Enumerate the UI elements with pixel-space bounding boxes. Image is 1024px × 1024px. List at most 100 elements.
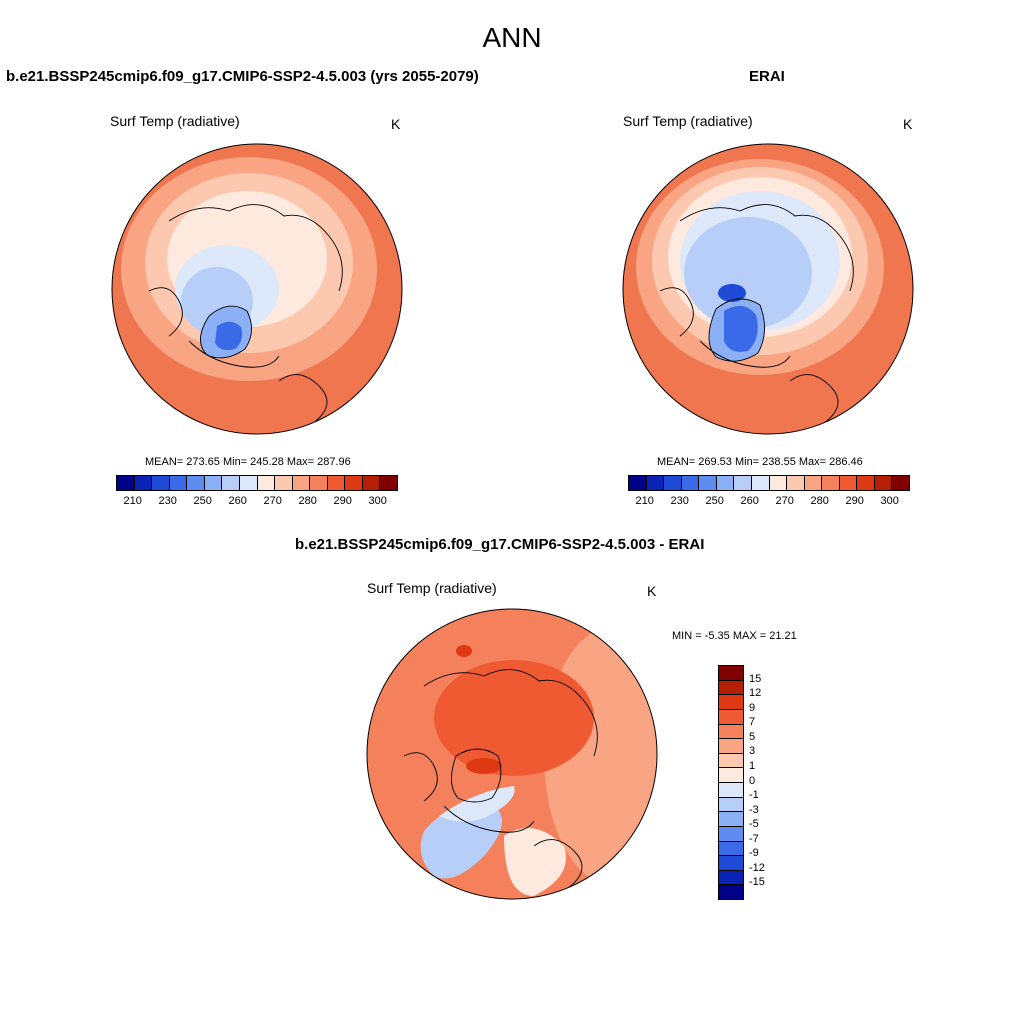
figure-title: ANN — [482, 22, 542, 53]
diff-colorbar-swatch — [719, 666, 743, 681]
diff-colorbar-tick-label: 1 — [749, 759, 756, 772]
diff-colorbar-swatch — [719, 885, 743, 899]
diff-neutral-region — [504, 828, 566, 896]
diff-colorbar-swatch — [719, 812, 743, 827]
model-colorbar-swatch — [134, 476, 153, 490]
diff-cool-region — [420, 803, 502, 879]
diff-colorbar-swatch — [719, 783, 743, 798]
obs-colorbar-tick-label: 270 — [775, 495, 794, 507]
obs-colorbar-tick-label: 280 — [810, 495, 829, 507]
diff-panel-title: b.e21.BSSP245cmip6.f09_g17.CMIP6-SSP2-4.… — [295, 536, 705, 553]
model-colorbar-swatch — [310, 476, 328, 490]
obs-colorbar-swatch — [716, 476, 735, 490]
diff-colorbar-swatch — [719, 680, 743, 696]
model-colorbar-swatch — [345, 476, 363, 490]
obs-colorbar-swatch — [681, 476, 700, 490]
obs-colorbar-swatch — [787, 476, 805, 490]
obs-colorbar-swatch — [646, 476, 665, 490]
model-colorbar-swatch — [292, 476, 311, 490]
diff-colorbar-tick-label: 5 — [749, 730, 756, 743]
obs-colorbar-swatch — [734, 476, 752, 490]
obs-band-cool — [684, 217, 812, 329]
model-colorbar-tick-label: 250 — [193, 495, 212, 507]
obs-colorbar-tick-label: 300 — [880, 495, 899, 507]
obs-variable-label: Surf Temp (radiative) — [623, 113, 753, 129]
model-colorbar-swatch — [380, 476, 397, 490]
diff-colorbar-swatch — [719, 841, 743, 857]
obs-colorbar-swatch — [769, 476, 788, 490]
diff-cool-tongue — [439, 786, 515, 822]
obs-greenland-core — [724, 305, 758, 352]
model-colorbar-tick-label: 230 — [158, 495, 177, 507]
model-panel-title: b.e21.BSSP245cmip6.f09_g17.CMIP6-SSP2-4.… — [6, 68, 479, 85]
obs-units-label: K — [903, 116, 913, 132]
diff-colorbar — [718, 665, 744, 900]
diff-colorbar-swatch — [719, 709, 743, 725]
diff-variable-label: Surf Temp (radiative) — [367, 580, 497, 596]
diff-colorbar-tick-label: -1 — [749, 789, 759, 802]
obs-colorbar-tick-label: 230 — [670, 495, 689, 507]
model-colorbar-tick-label: 270 — [263, 495, 282, 507]
obs-colorbar-swatch — [629, 476, 647, 490]
model-map-outline — [111, 143, 403, 435]
model-colorbar-tick-label: 280 — [298, 495, 317, 507]
diff-colorbar-tick-label: -5 — [749, 818, 759, 831]
model-colorbar-tick-label: 300 — [368, 495, 387, 507]
diff-colorbar-swatch — [719, 768, 743, 783]
model-variable-label: Surf Temp (radiative) — [110, 113, 240, 129]
diff-colorbar-swatch — [719, 856, 743, 871]
diff-colorbar-tick-label: 7 — [749, 716, 756, 729]
model-colorbar-swatch — [257, 476, 276, 490]
model-colorbar-swatch — [275, 476, 293, 490]
model-colorbar — [116, 475, 398, 491]
obs-stats: MEAN= 269.53 Min= 238.55 Max= 286.46 — [657, 456, 863, 468]
diff-colorbar-tick-label: 12 — [749, 687, 762, 700]
model-colorbar-swatch — [117, 476, 135, 490]
model-greenland-core — [215, 321, 243, 351]
obs-colorbar — [628, 475, 910, 491]
obs-colorbar-tick-label: 250 — [705, 495, 724, 507]
obs-colorbar-swatch — [892, 476, 909, 490]
diff-colorbar-tick-label: 9 — [749, 701, 756, 714]
diff-colorbar-swatch — [719, 826, 743, 842]
obs-colorbar-swatch — [804, 476, 823, 490]
diff-colorbar-tick-label: -12 — [749, 861, 765, 874]
obs-colorbar-swatch — [822, 476, 840, 490]
model-colorbar-tick-label: 290 — [333, 495, 352, 507]
diff-colorbar-tick-label: 0 — [749, 774, 756, 787]
model-polar-map — [111, 143, 403, 435]
obs-colorbar-swatch — [857, 476, 875, 490]
obs-colorbar-swatch — [839, 476, 858, 490]
obs-ice-cap-peak — [718, 284, 746, 302]
diff-colorbar-swatch — [719, 870, 743, 886]
diff-hotspot-2 — [456, 645, 472, 657]
model-colorbar-tick-label: 260 — [228, 495, 247, 507]
obs-colorbar-tick-label: 210 — [635, 495, 654, 507]
obs-colorbar-tick-label: 260 — [740, 495, 759, 507]
model-colorbar-swatch — [362, 476, 381, 490]
obs-panel-title: ERAI — [749, 68, 785, 85]
model-colorbar-swatch — [152, 476, 170, 490]
model-units-label: K — [391, 116, 401, 132]
obs-colorbar-swatch — [699, 476, 717, 490]
diff-colorbar-tick-label: 15 — [749, 672, 762, 685]
model-colorbar-swatch — [169, 476, 188, 490]
obs-colorbar-swatch — [874, 476, 893, 490]
diff-colorbar-swatch — [719, 695, 743, 710]
diff-colorbar-swatch — [719, 753, 743, 769]
diff-units-label: K — [647, 583, 657, 599]
model-coastlines — [148, 204, 343, 427]
diff-colorbar-swatch — [719, 797, 743, 813]
diff-polar-map — [366, 608, 658, 900]
diff-colorbar-tick-label: -3 — [749, 803, 759, 816]
diff-arctic-warming — [434, 660, 594, 776]
diff-colorbar-swatch — [719, 724, 743, 740]
diff-coastlines — [403, 669, 598, 892]
diff-colorbar-swatch — [719, 739, 743, 754]
model-colorbar-swatch — [204, 476, 223, 490]
diff-map-outline — [366, 608, 658, 900]
obs-polar-map — [622, 143, 914, 435]
diff-colorbar-tick-label: -9 — [749, 847, 759, 860]
diff-hotspot-1 — [466, 758, 502, 774]
diff-stats: MIN = -5.35 MAX = 21.21 — [672, 630, 797, 642]
